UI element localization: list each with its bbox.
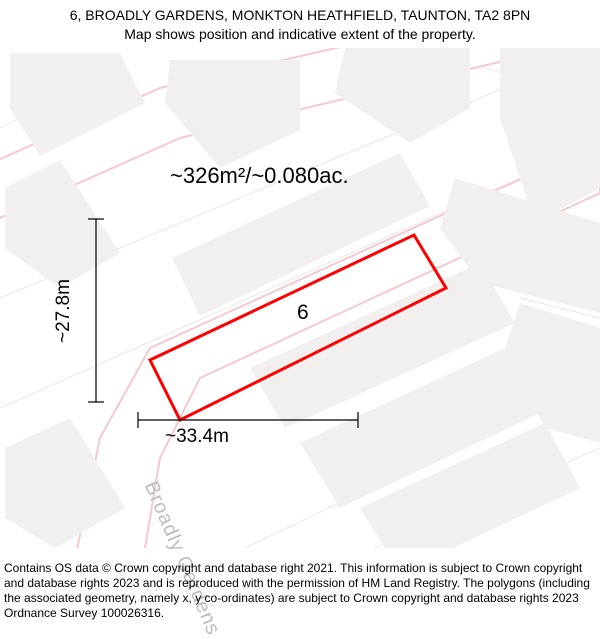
- address-line: 6, BROADLY GARDENS, MONKTON HEATHFIELD, …: [0, 6, 600, 25]
- copyright-footer: Contains OS data © Crown copyright and d…: [4, 561, 596, 621]
- subtitle-line: Map shows position and indicative extent…: [0, 25, 600, 44]
- header-block: 6, BROADLY GARDENS, MONKTON HEATHFIELD, …: [0, 0, 600, 44]
- height-label: ~27.8m: [53, 279, 75, 343]
- map-canvas: ~326m²/~0.080ac. ~27.8m ~33.4m 6 Broadly…: [0, 48, 600, 548]
- plot-number: 6: [297, 301, 309, 325]
- width-label: ~33.4m: [165, 426, 229, 448]
- map-svg: [0, 48, 600, 548]
- area-label: ~326m²/~0.080ac.: [170, 163, 349, 189]
